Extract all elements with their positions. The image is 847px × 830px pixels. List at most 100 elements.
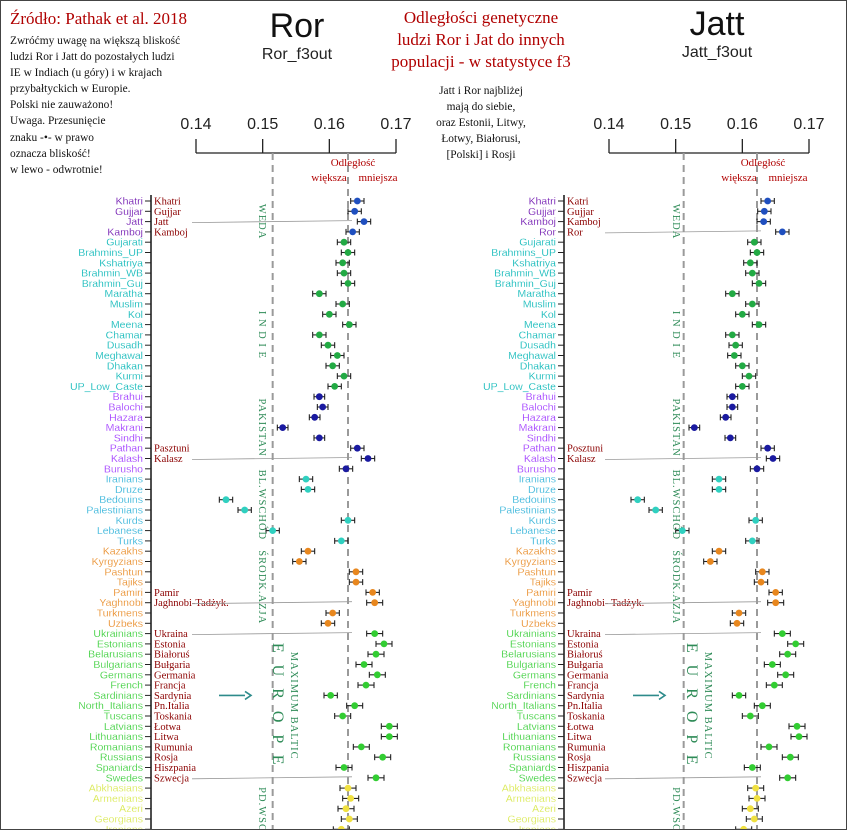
data-point: [329, 609, 337, 617]
y-tick-label: Meghawal: [508, 350, 556, 362]
y-tick-label: Pamiri: [113, 587, 143, 599]
y-tick-label: Druze: [115, 484, 143, 496]
y-tick-label: Bedouins: [512, 494, 556, 506]
data-point: [748, 764, 756, 771]
annotation-label: Ukraina: [154, 629, 188, 640]
y-tick-label: Romanians: [90, 741, 143, 753]
x-tick-label: 0.16: [727, 116, 758, 133]
data-point: [337, 537, 345, 545]
data-point: [315, 290, 323, 298]
data-point: [740, 825, 748, 829]
y-tick-label: Muslim: [523, 299, 557, 311]
y-tick-label: Balochi: [109, 402, 143, 414]
y-tick-label: Lithuanians: [502, 731, 556, 743]
data-point: [758, 702, 766, 710]
y-tick-label: Khatri: [529, 196, 556, 208]
y-tick-label: Tuscans: [104, 711, 143, 723]
region-label: WEDA: [670, 204, 681, 240]
annotation-label: Pasztuni: [154, 444, 190, 455]
data-point: [786, 753, 794, 761]
note-line: Polski nie zauważono!: [10, 99, 114, 112]
y-tick-label: Latvians: [517, 721, 556, 733]
main-title-line: ludzi Ror i Jat do innych: [397, 30, 565, 49]
main-title: Odległości genetyczne ludzi Ror i Jat do…: [361, 7, 601, 73]
data-point: [728, 393, 736, 401]
data-point: [222, 496, 230, 504]
data-point: [357, 743, 365, 751]
region-label: MAXIMUM BALTIC: [288, 652, 299, 760]
y-tick-label: Pamiri: [526, 587, 556, 599]
annotation-label: Pn.Italia: [154, 701, 190, 712]
y-tick-label: Meena: [111, 319, 143, 331]
data-point: [748, 269, 756, 277]
y-tick-label: Iranians: [519, 824, 556, 829]
annotation-label: Litwa: [567, 732, 592, 743]
y-tick-label: Yaghnobi: [99, 597, 143, 609]
y-tick-label: Dhakan: [520, 360, 556, 372]
y-tick-label: Kurds: [116, 515, 143, 527]
data-point: [753, 465, 761, 473]
y-tick-label: Meghawal: [95, 350, 143, 362]
y-tick-label: Brahmins_UP: [78, 247, 143, 259]
panel-title-ror: Ror Ror_f3out: [217, 7, 377, 65]
note2-line: [Polski] i Rosji: [446, 149, 516, 161]
data-point: [339, 259, 347, 267]
annotation-label: Rumunia: [154, 742, 193, 753]
data-point: [385, 722, 393, 730]
y-tick-label: Kurds: [529, 515, 556, 527]
region-label: PD.WSCH: [670, 787, 681, 829]
annotation-label: Łotwa: [154, 722, 181, 733]
data-point: [726, 434, 734, 442]
x-tick-label: 0.17: [793, 116, 824, 133]
data-point: [340, 372, 348, 380]
y-tick-label: Jatt: [126, 216, 143, 228]
y-tick-label: Russians: [100, 752, 143, 764]
region-label: PAKISTAN: [256, 399, 267, 457]
data-point: [768, 661, 776, 668]
region-label: BL.WSCHÓD: [256, 470, 268, 541]
data-point: [706, 558, 714, 565]
y-tick-label: Kshatriya: [99, 257, 143, 269]
data-point: [760, 207, 768, 215]
panel-subtitle: Jatt_f3out: [681, 44, 753, 61]
y-tick-label: Ror: [539, 226, 556, 238]
y-tick-label: Latvians: [104, 721, 143, 733]
annotation-label: Hiszpania: [154, 763, 196, 774]
data-point: [772, 589, 780, 596]
note-line: Uwaga. Przesunięcie: [10, 115, 106, 128]
annotation-label: Rosja: [154, 753, 178, 764]
data-point: [279, 424, 287, 431]
data-point: [793, 722, 801, 730]
annotation-label: Białoruś: [154, 650, 190, 661]
region-label: ŚRODK.AZJA: [670, 550, 682, 624]
y-tick-label: Chamar: [519, 329, 557, 341]
annotation-label: Rosja: [567, 753, 591, 764]
data-point: [340, 764, 348, 771]
pointer-line: [604, 457, 762, 460]
y-tick-label: Armenians: [93, 793, 143, 805]
data-point: [344, 516, 352, 524]
data-point: [755, 321, 763, 328]
pointer-line: [191, 457, 353, 460]
data-point: [715, 547, 723, 555]
pointer-line: [191, 632, 353, 635]
y-tick-label: Kurmi: [529, 371, 556, 383]
region-label: MAXIMUM BALTIC: [702, 652, 713, 760]
y-tick-label: Kazakhs: [103, 546, 143, 558]
y-tick-label: Kol: [128, 309, 143, 321]
data-point: [748, 300, 756, 308]
data-point: [764, 197, 772, 205]
data-point: [345, 321, 353, 328]
panel-title-jatt: Jatt Jatt_f3out: [637, 5, 797, 63]
data-point: [351, 207, 359, 215]
y-tick-label: Bulgarians: [93, 659, 143, 671]
y-tick-label: Hazara: [109, 412, 143, 424]
annotation-label: Sardynia: [567, 691, 605, 702]
y-tick-label: Meena: [524, 319, 556, 331]
arrow-head: [244, 690, 253, 701]
data-point: [728, 403, 736, 411]
data-point: [304, 486, 312, 493]
annotation-label: Kamboj: [154, 227, 188, 238]
arrow-head: [658, 690, 667, 701]
data-point: [722, 413, 730, 421]
